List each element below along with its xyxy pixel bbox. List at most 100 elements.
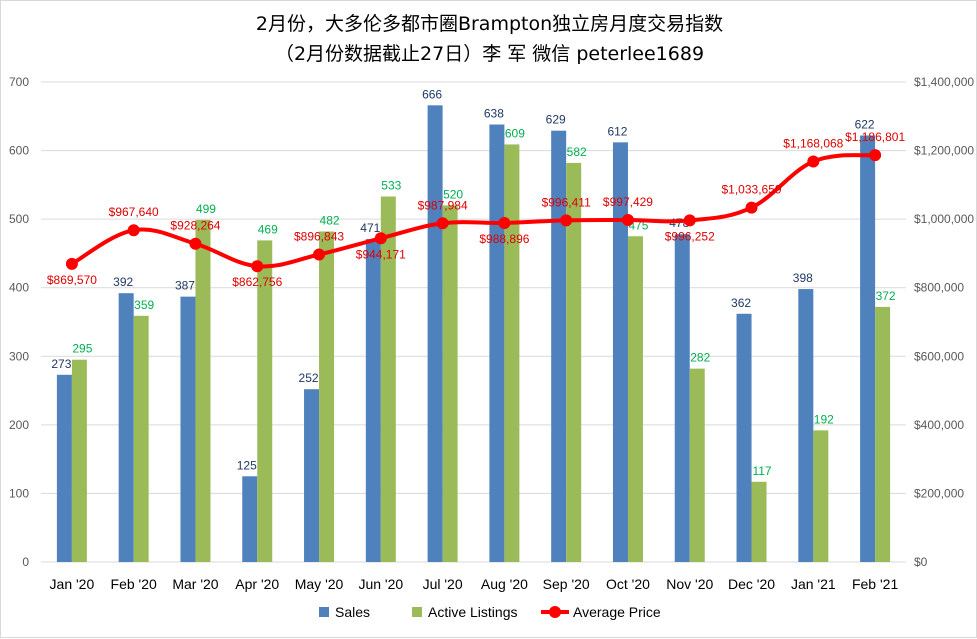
x-tick-label: Feb '21 (852, 576, 898, 592)
listings-bar (442, 205, 458, 562)
average-price-data-label: $996,252 (665, 229, 715, 243)
y-right-tick-label: $200,000 (914, 486, 964, 500)
average-price-data-label: $928,264 (170, 219, 220, 233)
legend-label-sales: Sales (335, 604, 370, 620)
y-left-tick-label: 600 (9, 144, 29, 158)
listings-data-label: 499 (196, 202, 216, 216)
sales-data-label: 398 (793, 271, 813, 285)
average-price-data-label: $896,843 (294, 230, 344, 244)
sales-bar (674, 234, 690, 562)
x-tick-label: Apr '20 (235, 576, 279, 592)
sales-bar (860, 135, 876, 562)
listings-bar (689, 368, 705, 562)
sales-data-label: 666 (422, 87, 442, 101)
y-right-tick-label: $600,000 (914, 349, 964, 363)
legend-swatch-listings (412, 607, 422, 617)
average-price-data-label: $1,033,659 (722, 183, 782, 197)
legend-swatch-price-marker (549, 606, 561, 618)
listings-data-label: 117 (752, 464, 771, 478)
y-right-tick-label: $0 (914, 555, 928, 569)
y-right-tick-label: $800,000 (914, 281, 964, 295)
listings-data-label: 282 (690, 351, 710, 365)
x-tick-label: Jan '20 (50, 576, 95, 592)
average-price-point (189, 237, 202, 250)
average-price-point (374, 232, 387, 245)
listings-bar (71, 359, 87, 562)
sales-data-label: 471 (360, 221, 380, 235)
listings-data-label: 609 (505, 126, 525, 140)
average-price-data-label: $987,984 (418, 198, 468, 212)
average-price-data-label: $944,171 (356, 247, 406, 261)
sales-bar (242, 476, 258, 562)
sales-data-label: 125 (237, 458, 257, 472)
listings-bar (627, 236, 643, 563)
x-tick-label: Dec '20 (728, 576, 775, 592)
listings-bar (875, 306, 891, 562)
sales-data-label: 252 (299, 371, 319, 385)
listings-bar (813, 430, 829, 562)
average-price-point (127, 224, 140, 237)
x-tick-label: Nov '20 (666, 576, 713, 592)
average-price-point (621, 214, 634, 227)
average-price-data-label: $1,186,801 (845, 130, 905, 144)
x-tick-label: Oct '20 (606, 576, 650, 592)
y-left-tick-label: 100 (9, 486, 29, 500)
average-price-point (869, 149, 882, 162)
average-price-data-label: $862,756 (232, 275, 282, 289)
listings-data-label: 192 (814, 412, 834, 426)
x-tick-label: Sep '20 (543, 576, 590, 592)
average-price-data-label: $997,429 (603, 195, 653, 209)
sales-data-label: 387 (175, 279, 195, 293)
y-left-tick-label: 700 (9, 75, 29, 89)
sales-bar (180, 296, 196, 562)
y-left-tick-label: 0 (22, 555, 29, 569)
legend-label-price: Average Price (573, 604, 661, 620)
listings-bar (566, 162, 582, 562)
average-price-data-label: $967,640 (109, 205, 159, 219)
x-tick-label: Jan '21 (791, 576, 836, 592)
sales-bar (489, 124, 505, 562)
average-price-data-label: $988,896 (479, 232, 529, 246)
listings-bar (319, 231, 335, 562)
listings-data-label: 372 (876, 289, 896, 303)
x-tick-label: Jun '20 (358, 576, 403, 592)
sales-data-label: 638 (484, 107, 504, 121)
sales-bar (118, 293, 134, 562)
y-left-tick-label: 200 (9, 418, 29, 432)
y-left-tick-label: 500 (9, 212, 29, 226)
legend-swatch-sales (319, 607, 329, 617)
sales-data-label: 612 (607, 124, 627, 138)
y-left-tick-label: 400 (9, 281, 29, 295)
average-price-point (251, 260, 264, 273)
average-price-point (560, 214, 573, 227)
x-tick-label: Aug '20 (481, 576, 528, 592)
listings-bar (751, 481, 767, 562)
listings-bar (195, 219, 211, 563)
average-price-point (807, 155, 820, 168)
sales-data-label: 629 (546, 113, 566, 127)
sales-data-label: 273 (51, 357, 71, 371)
listings-bar (380, 196, 396, 562)
x-tick-label: Jul '20 (423, 576, 463, 592)
sales-bar (736, 313, 752, 562)
listings-data-label: 469 (258, 222, 278, 236)
sales-bar (612, 142, 628, 563)
sales-bar (56, 374, 72, 562)
y-right-tick-label: $1,000,000 (914, 212, 974, 226)
y-right-tick-label: $400,000 (914, 418, 964, 432)
listings-data-label: 533 (381, 179, 401, 193)
listings-bar (257, 240, 273, 562)
x-tick-label: Feb '20 (111, 576, 157, 592)
listings-data-label: 359 (134, 298, 154, 312)
average-price-point (313, 248, 326, 261)
average-price-data-label: $869,570 (47, 273, 97, 287)
average-price-data-label: $1,168,068 (783, 137, 843, 151)
listings-data-label: 582 (567, 145, 587, 159)
sales-data-label: 392 (113, 275, 133, 289)
sales-bar (798, 289, 814, 562)
average-price-data-label: $996,411 (542, 195, 591, 209)
x-tick-label: May '20 (295, 576, 344, 592)
legend-label-listings: Active Listings (428, 604, 517, 620)
sales-bar (551, 130, 567, 562)
